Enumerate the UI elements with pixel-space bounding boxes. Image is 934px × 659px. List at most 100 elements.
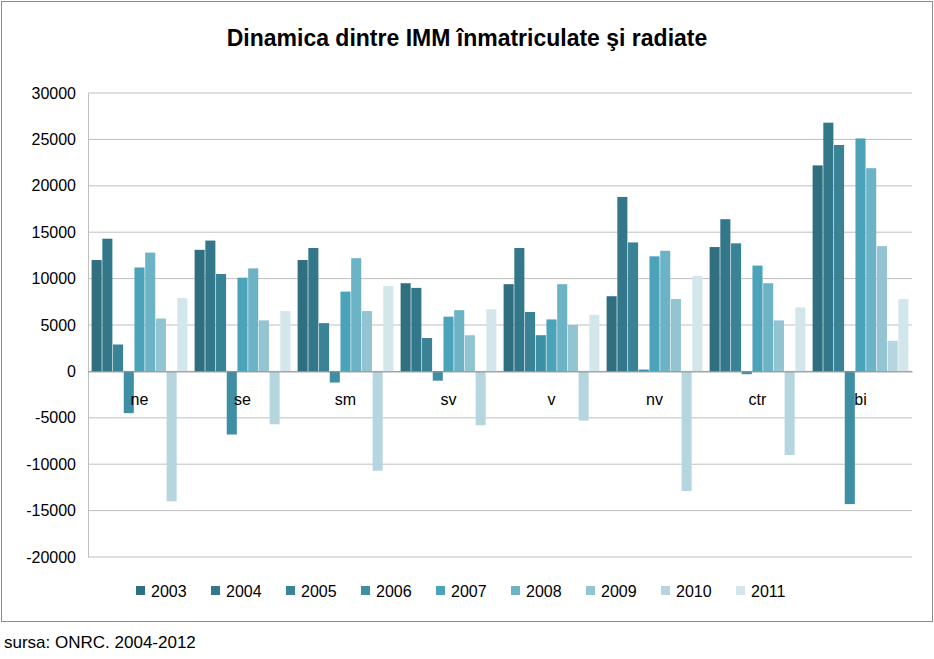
bar (514, 248, 524, 371)
x-tick: ctr (749, 371, 767, 407)
plot: -20000-15000-10000-500005000100001500020… (26, 85, 912, 566)
legend-swatch (361, 586, 370, 595)
series (113, 145, 844, 371)
y-tick: 10000 (32, 270, 89, 287)
legend-swatch (211, 586, 220, 595)
bar (898, 299, 908, 371)
bar (774, 320, 784, 371)
x-tick: v (548, 371, 556, 407)
bar (134, 267, 144, 371)
legend-item: 2003 (136, 583, 187, 600)
legend-item: 2007 (436, 583, 487, 600)
x-tick: sm (335, 371, 356, 407)
y-tick-label: 25000 (32, 131, 77, 148)
grid-line (88, 464, 912, 465)
bar (401, 283, 411, 371)
bar (422, 338, 432, 371)
bar (411, 288, 421, 372)
legend-item: 2011 (736, 583, 786, 600)
legend-swatch (136, 586, 145, 595)
bar (433, 371, 443, 380)
bar (504, 284, 514, 371)
bar (167, 371, 177, 501)
x-tick: sv (441, 371, 457, 407)
x-tick-label: se (234, 391, 251, 408)
legend-label: 2005 (301, 583, 337, 600)
bar (308, 248, 318, 371)
bar (589, 315, 599, 372)
grid-line (88, 185, 912, 186)
bar (795, 307, 805, 371)
title: Dinamica dintre IMM înmatriculate şi rad… (227, 25, 708, 51)
bar (546, 319, 556, 371)
bar (383, 286, 393, 371)
bar (607, 296, 617, 371)
legend-item: 2004 (211, 583, 262, 600)
x-tick-label: nv (646, 391, 663, 408)
legend-label: 2004 (226, 583, 262, 600)
series (156, 246, 887, 371)
bar (568, 325, 578, 371)
x-tick: se (234, 371, 251, 407)
bar (682, 371, 692, 491)
bar (362, 311, 372, 371)
y-tick-label: 0 (67, 363, 76, 380)
y-tick: 20000 (32, 177, 89, 194)
y-tick: 0 (67, 363, 88, 380)
bar (465, 335, 475, 371)
bar (671, 299, 681, 371)
legend-label: 2009 (601, 583, 637, 600)
legend: 200320042005200620072008200920102011 (136, 583, 786, 600)
bar (298, 260, 308, 371)
bar (319, 323, 329, 371)
bar (877, 246, 887, 371)
bar (557, 284, 567, 371)
y-tick-label: -20000 (26, 549, 76, 566)
series (92, 165, 823, 371)
x-tick-label: v (548, 391, 556, 408)
legend-swatch (286, 586, 295, 595)
bar (443, 317, 453, 372)
y-tick-label: -15000 (26, 502, 76, 519)
y-tick-label: 10000 (32, 270, 77, 287)
y-tick-label: 15000 (32, 224, 77, 241)
annotation: sursa: ONRC. 2004-2012 (4, 633, 196, 652)
bar (351, 258, 361, 371)
bar (536, 335, 546, 371)
y-tick: 15000 (32, 224, 89, 241)
grid-line (88, 510, 912, 511)
bar (660, 251, 670, 372)
series (102, 123, 833, 372)
series (134, 138, 865, 371)
bar (102, 239, 112, 372)
y-tick: -5000 (35, 409, 88, 426)
legend-label: 2003 (151, 583, 187, 600)
bar (113, 344, 123, 371)
x-tick-label: ctr (749, 391, 767, 408)
bar (373, 371, 383, 470)
bar (720, 219, 730, 371)
x-tick: ne (131, 371, 149, 407)
series (167, 341, 898, 502)
x-tick-label: bi (854, 391, 866, 408)
bar (177, 298, 187, 371)
bar (731, 243, 741, 371)
bar (752, 266, 762, 372)
bar (280, 311, 290, 371)
bar (785, 371, 795, 455)
bar (579, 371, 589, 420)
series (177, 276, 908, 372)
bar (259, 320, 269, 371)
grid-line (88, 557, 912, 558)
bar (454, 310, 464, 371)
grid-line (88, 232, 912, 233)
bar (340, 292, 350, 372)
bar (617, 197, 627, 371)
bar (237, 278, 247, 372)
x-tick-label: ne (131, 391, 149, 408)
bar (486, 309, 496, 371)
legend-swatch (511, 586, 520, 595)
y-axis: -20000-15000-10000-500005000100001500020… (26, 85, 88, 566)
bar (205, 241, 215, 372)
legend-swatch (586, 586, 595, 595)
